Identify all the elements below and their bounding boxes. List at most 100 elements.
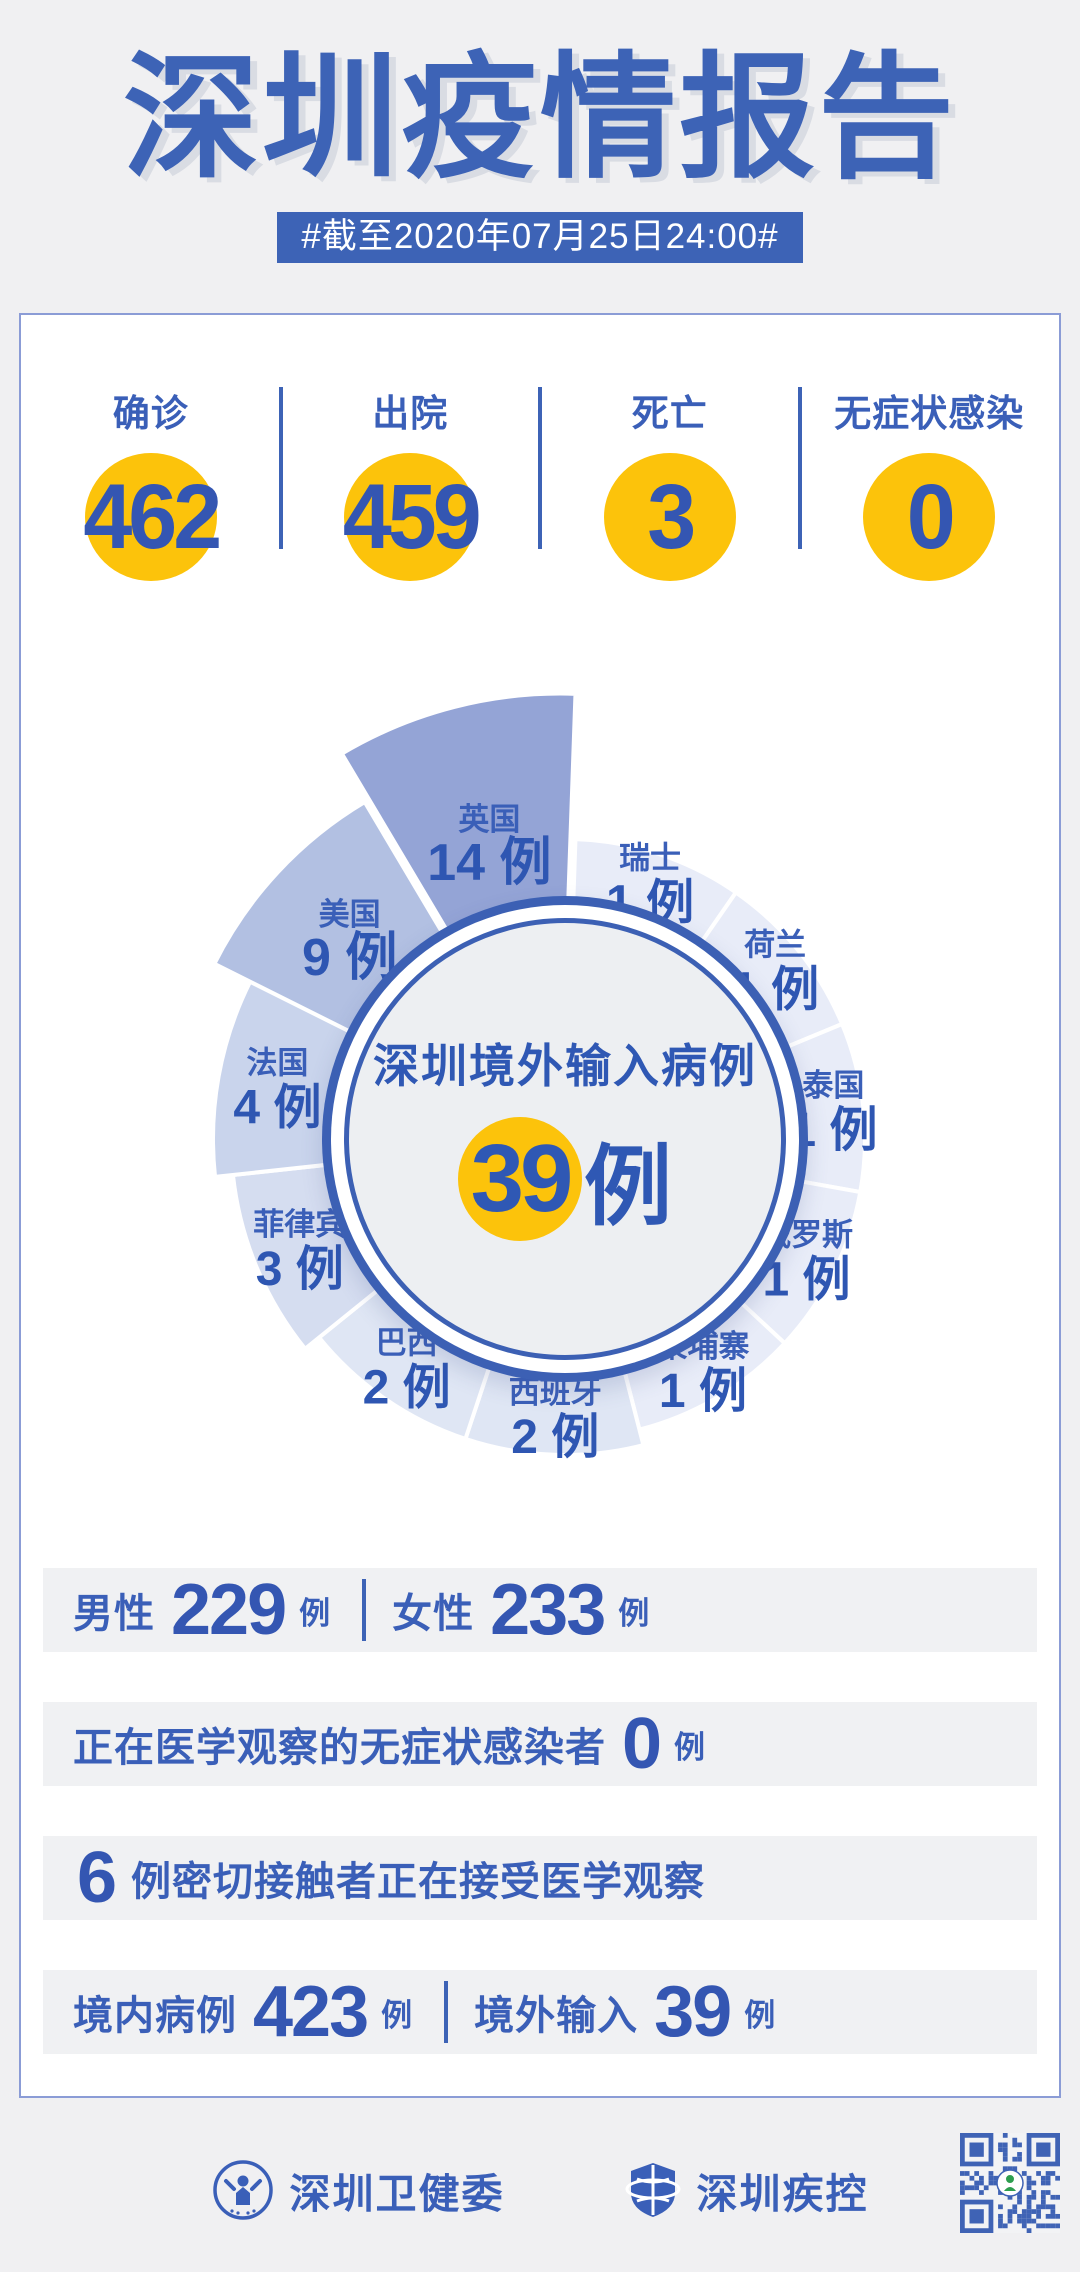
qr-module <box>1002 2152 1008 2157</box>
qr-module <box>1002 2142 1008 2148</box>
qr-module <box>1040 2199 1046 2205</box>
qr-module <box>1045 2190 1051 2195</box>
slice-country-label: 法国 <box>246 1045 308 1080</box>
stat-label: 确诊 <box>112 393 189 434</box>
org-health-commission-label: 深圳卫健委 <box>289 2171 505 2217</box>
qr-module <box>1050 2194 1056 2200</box>
slice-value-label: 2 例 <box>511 1411 599 1464</box>
qr-module <box>998 2142 1003 2148</box>
detail-row-3: 6 例密切接触者正在接受医学观察 <box>43 1836 1037 1920</box>
qr-module <box>1017 2213 1022 2219</box>
row-segment: 正在医学观察的无症状感染者 <box>73 1726 606 1770</box>
stat-label: 无症状感染 <box>834 393 1025 434</box>
row-segment: 0 <box>622 1704 662 1784</box>
qr-module <box>1050 2204 1056 2210</box>
stat-circle: 0 <box>863 453 996 581</box>
qr-module <box>1017 2142 1022 2148</box>
row-segment: 例 <box>299 1595 331 1631</box>
chart-center-value-row: 39 例 <box>457 1116 672 1243</box>
qr-module <box>1017 2194 1022 2200</box>
qr-module <box>1036 2142 1051 2157</box>
qr-module <box>1012 2166 1018 2172</box>
qr-module <box>974 2180 980 2186</box>
qr-module <box>1036 2204 1041 2210</box>
qr-module <box>1045 2204 1051 2210</box>
qr-module <box>1012 2156 1018 2162</box>
qr-module <box>1050 2223 1056 2229</box>
qr-module <box>969 2142 984 2157</box>
detail-row-1: 男性 229 例 女性 233 例 <box>43 1568 1037 1652</box>
slice-country-label: 菲律宾 <box>253 1207 346 1242</box>
row-segment: 例 <box>674 1729 706 1765</box>
row-segment: 423 <box>253 1972 369 2052</box>
qr-module <box>1007 2218 1013 2224</box>
row-segment: 境外输入 <box>474 1994 639 2038</box>
qr-module <box>1026 2185 1032 2191</box>
qr-module <box>1021 2213 1027 2219</box>
stat-死亡: 死亡 3 <box>540 383 801 581</box>
qr-module <box>1045 2171 1051 2176</box>
slice-value-label: 2 例 <box>363 1362 451 1415</box>
slice-country-label: 瑞士 <box>619 841 681 876</box>
qr-module <box>998 2204 1003 2210</box>
qr-module <box>1045 2213 1051 2219</box>
row-segment: 39 <box>654 1972 732 2052</box>
qr-module <box>1021 2223 1027 2229</box>
stat-确诊: 确诊 462 <box>21 383 282 581</box>
qr-module <box>979 2180 984 2186</box>
report-card: 确诊 462 出院 459 死亡 3 无症状感染 0 瑞士 1 例荷兰 1 例泰国 1 例俄罗斯 1 … <box>19 313 1061 2098</box>
summary-stats: 确诊 462 出院 459 死亡 3 无症状感染 0 <box>21 383 1059 581</box>
qr-module <box>1026 2180 1032 2186</box>
globe-shield-icon <box>625 2163 680 2217</box>
qr-module <box>1040 2194 1046 2200</box>
qr-module <box>1055 2213 1060 2219</box>
qr-module <box>988 2175 994 2181</box>
stat-circle: 462 <box>83 453 222 581</box>
slice-country-label: 荷兰 <box>744 927 806 962</box>
qr-module <box>1040 2223 1046 2229</box>
row-segment: 男性 <box>73 1592 155 1636</box>
qr-module <box>1026 2199 1032 2205</box>
detail-row-4: 境内病例 423 例 境外输入 39 例 <box>43 1970 1037 2054</box>
chart-center-title: 深圳境外输入病例 <box>373 1039 757 1092</box>
stat-circle: 3 <box>603 453 736 581</box>
slice-value-label: 3 例 <box>256 1243 344 1296</box>
qr-module <box>1026 2209 1032 2214</box>
stat-无症状感染: 无症状感染 0 <box>800 383 1060 581</box>
qr-module <box>979 2175 984 2181</box>
qr-module <box>1017 2218 1022 2224</box>
qr-module <box>998 2218 1003 2224</box>
qr-module <box>1002 2223 1008 2229</box>
qr-module <box>993 2175 999 2181</box>
qr-center-figure <box>1004 2175 1016 2191</box>
qr-module <box>1021 2218 1027 2224</box>
qr-module <box>969 2209 984 2224</box>
slice-country-label: 英国 <box>458 802 520 837</box>
qr-module <box>998 2213 1003 2219</box>
qr-module <box>1026 2228 1032 2233</box>
qr-module <box>979 2190 984 2195</box>
qr-module <box>1055 2175 1060 2181</box>
qr-module <box>1012 2142 1018 2148</box>
qr-module <box>974 2171 980 2176</box>
row-segment: 女性 <box>392 1592 475 1636</box>
qr-module <box>1007 2213 1013 2219</box>
qr-module <box>969 2185 975 2191</box>
stat-value: 462 <box>83 465 222 568</box>
qr-module <box>1026 2218 1032 2224</box>
subtitle-wrap: #截至2020年07月25日24:00# <box>0 211 1080 263</box>
report-date-badge: #截至2020年07月25日24:00# <box>277 211 803 263</box>
qr-module <box>960 2180 965 2186</box>
qr-module <box>1007 2194 1013 2200</box>
qr-module <box>983 2185 989 2191</box>
qr-module <box>1002 2156 1008 2162</box>
qr-module <box>1040 2175 1046 2181</box>
qr-module <box>1026 2194 1032 2200</box>
qr-module <box>998 2147 1003 2153</box>
qr-module <box>1036 2223 1041 2229</box>
qr-module <box>988 2171 994 2176</box>
stat-circle: 459 <box>343 453 482 581</box>
row-segment: 例 <box>618 1595 650 1631</box>
row-segment: 例 <box>744 1997 776 2033</box>
qr-module <box>1036 2171 1041 2176</box>
